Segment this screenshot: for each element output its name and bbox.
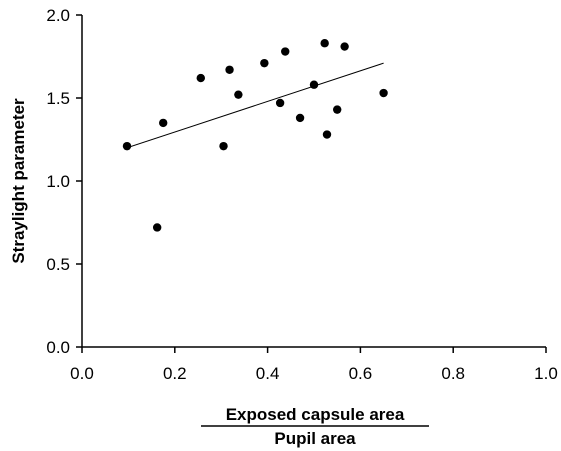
data-point [333, 105, 342, 114]
data-point [152, 223, 162, 232]
data-point [281, 47, 290, 56]
x-tick-label: 0.6 [349, 364, 373, 383]
data-point [309, 80, 319, 89]
data-point [322, 130, 332, 139]
data-point [260, 58, 269, 68]
y-tick-label: 1.0 [46, 172, 70, 191]
data-point [295, 113, 305, 123]
y-tick-label: 2.0 [46, 6, 70, 25]
data-point [219, 141, 228, 151]
data-point [340, 42, 349, 51]
y-axis-label: Straylight parameter [9, 98, 28, 264]
axes [81, 15, 546, 348]
data-point [320, 39, 329, 48]
x-tick-label: 0.0 [70, 364, 94, 383]
ticks: 0.0 0.2 0.4 0.6 0.8 1.0 0.0 0.5 1.0 1.5 2.0 [46, 6, 557, 383]
x-tick-label: 0.8 [441, 364, 465, 383]
y-tick-label: 0.5 [46, 255, 70, 274]
data-point [234, 90, 243, 99]
x-tick-label: 0.4 [256, 364, 280, 383]
trendline [126, 62, 384, 149]
data-point [379, 88, 388, 98]
x-axis-label-denominator: Pupil area [274, 429, 356, 448]
y-tick-label: 0.0 [46, 338, 70, 357]
x-axis-label-numerator: Exposed capsule area [226, 405, 405, 424]
data-point [159, 118, 168, 128]
data-points [122, 39, 388, 232]
trendline-group [126, 62, 384, 149]
data-point [275, 98, 285, 108]
x-tick-label: 0.2 [163, 364, 187, 383]
y-tick-label: 1.5 [46, 89, 70, 108]
data-point [225, 65, 234, 74]
x-tick-label: 1.0 [534, 364, 558, 383]
data-point [122, 141, 132, 151]
data-point [196, 73, 205, 83]
